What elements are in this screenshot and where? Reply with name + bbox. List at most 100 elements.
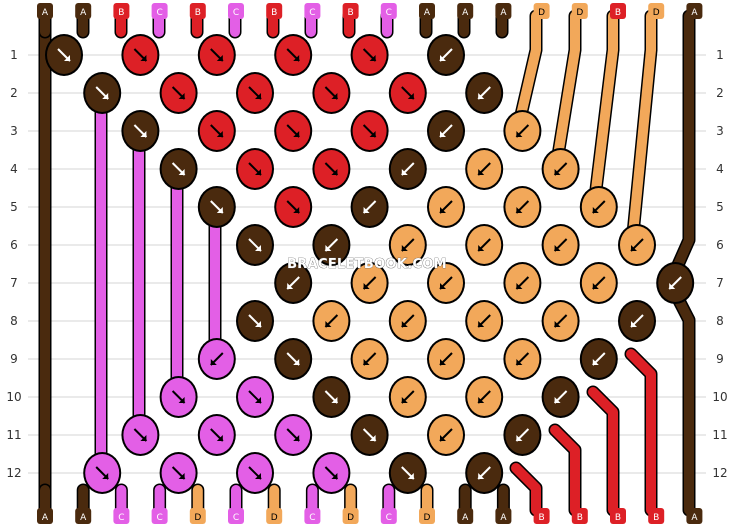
strand-orange-top [627, 11, 656, 249]
arrow-down-right-icon-head [407, 93, 414, 99]
row-number-right: 11 [712, 428, 727, 442]
arrow-down-left-icon-head [440, 435, 446, 441]
knot [388, 72, 427, 114]
bottom-color-badge [75, 508, 92, 524]
knot [465, 376, 504, 418]
bottom-color-badge [380, 508, 397, 524]
arrow-down-left-icon-head [440, 207, 446, 213]
knot [236, 148, 274, 190]
strand-orange-top [589, 11, 618, 211]
knot [541, 224, 580, 266]
knot [159, 452, 198, 494]
knot [236, 72, 274, 114]
row-number-left: 4 [10, 162, 18, 176]
bottom-color-badge [495, 508, 512, 524]
arrow-down-right-icon-head [369, 55, 376, 61]
top-color-label: C [233, 8, 239, 18]
knot [618, 224, 656, 266]
arrow-down-right-icon-head [216, 55, 223, 61]
arrow-down-left-icon-head [478, 473, 485, 479]
knot [236, 300, 274, 342]
arrow-down-right-icon-head [102, 93, 109, 99]
knot [503, 110, 542, 152]
knot [236, 224, 274, 266]
row-number-left: 1 [10, 48, 18, 62]
arrow-down-left-icon-head [401, 169, 408, 175]
arrow-down-left-icon-head [631, 245, 637, 251]
row-number-right: 9 [716, 352, 724, 366]
top-color-label: D [538, 8, 545, 18]
bottom-color-badge [648, 508, 665, 524]
watermark-text: BRACELETBOOK.COM [287, 257, 447, 272]
top-color-badge [610, 3, 626, 19]
arrow-down-right-icon-head [178, 169, 185, 175]
knot [427, 414, 465, 456]
row-number-left: 10 [6, 390, 21, 404]
arrow-down-right-icon-head [178, 93, 185, 99]
knot [83, 452, 122, 494]
arrow-down-right-icon-head [331, 169, 338, 175]
strand-orange-top [513, 11, 541, 133]
arrow-down-left-icon-head [516, 207, 523, 213]
bottom-color-badge [342, 508, 359, 524]
knot [503, 186, 542, 228]
row-number-right: 12 [712, 466, 727, 480]
arrow-down-left-icon-head [287, 283, 294, 289]
top-color-label: C [156, 8, 162, 18]
arrow-down-left-icon-head [325, 245, 332, 251]
arrow-down-left-icon-head [516, 283, 523, 289]
arrow-down-left-icon-head [592, 207, 599, 213]
row-number-left: 2 [10, 86, 18, 100]
knot [465, 72, 504, 114]
arrow-down-right-icon-head [255, 397, 261, 403]
knot [503, 414, 542, 456]
top-color-badge [113, 3, 130, 19]
knot [197, 34, 236, 76]
bottom-color-label: B [615, 513, 621, 523]
strand-red-bottom [550, 425, 580, 515]
arrow-down-right-icon-head [216, 131, 223, 137]
bottom-color-badge [113, 508, 130, 524]
arrow-down-left-icon-head [478, 169, 485, 175]
strand-orange-top [551, 11, 580, 173]
arrow-down-right-icon-head [255, 245, 261, 251]
row-number-right: 2 [716, 86, 724, 100]
top-color-label: A [691, 8, 698, 18]
knot [427, 338, 465, 380]
strand-red-bottom [511, 463, 541, 515]
row-number-right: 3 [716, 124, 724, 138]
knot [465, 148, 504, 190]
knot [388, 452, 427, 494]
top-color-label: A [500, 8, 507, 18]
knot [388, 148, 427, 190]
arrow-down-right-icon-head [407, 473, 414, 479]
knot [427, 186, 465, 228]
arrow-down-left-icon-head [363, 207, 370, 213]
strand-paths [38, 9, 696, 517]
knot [274, 338, 313, 380]
bottom-color-label: D [347, 513, 354, 523]
top-color-label: B [615, 8, 621, 18]
bottom-color-label: D [194, 513, 201, 523]
row-number-right: 1 [716, 48, 724, 62]
top-color-badge [304, 3, 321, 19]
row-number-right: 8 [716, 314, 724, 328]
top-color-label: B [348, 8, 354, 18]
arrow-down-right-icon-head [293, 359, 300, 365]
arrow-down-left-icon-head [478, 245, 485, 251]
knot [579, 262, 618, 304]
row-number-left: 11 [6, 428, 21, 442]
arrow-down-right-icon-head [140, 435, 147, 441]
arrow-down-right-icon-head [178, 473, 185, 479]
knot [312, 148, 351, 190]
knot [465, 224, 504, 266]
knot [503, 338, 542, 380]
arrow-down-right-icon-head [178, 397, 185, 403]
bottom-color-label: A [80, 513, 87, 523]
strand-red-bottom [588, 387, 618, 515]
top-color-badge [457, 3, 474, 19]
knot [388, 376, 427, 418]
knot [541, 300, 580, 342]
